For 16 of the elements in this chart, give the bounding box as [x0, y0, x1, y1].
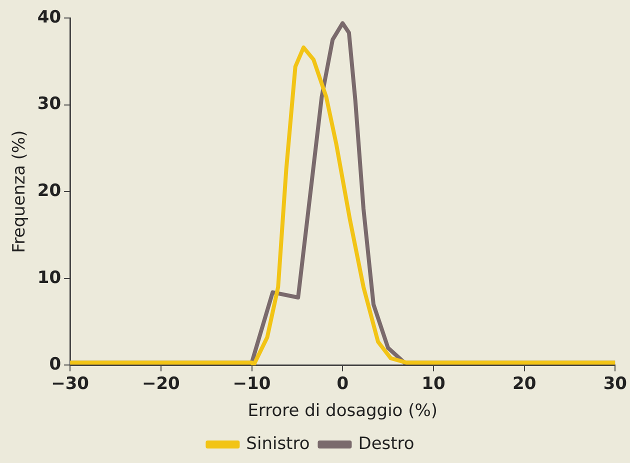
x-tick-label: −10	[232, 374, 271, 394]
y-axis-title: Frequenza (%)	[10, 130, 30, 253]
x-axis-title: Errore di dosaggio (%)	[248, 401, 438, 422]
x-tick-label: 0	[336, 374, 349, 394]
y-tick-label: 10	[37, 268, 62, 288]
legend-label: Destro	[358, 434, 414, 454]
x-tick-label: 20	[512, 374, 536, 394]
legend-label: Sinistro	[246, 434, 310, 454]
y-tick-label: 0	[49, 354, 62, 375]
y-tick-label: 20	[37, 181, 62, 202]
y-tick-label: 40	[37, 7, 62, 28]
x-tick-label: −30	[51, 374, 90, 394]
y-tick-label: 30	[37, 94, 62, 114]
x-tick-label: 10	[422, 374, 446, 394]
x-tick-label: 30	[603, 374, 628, 394]
x-tick-label: −20	[142, 374, 180, 394]
